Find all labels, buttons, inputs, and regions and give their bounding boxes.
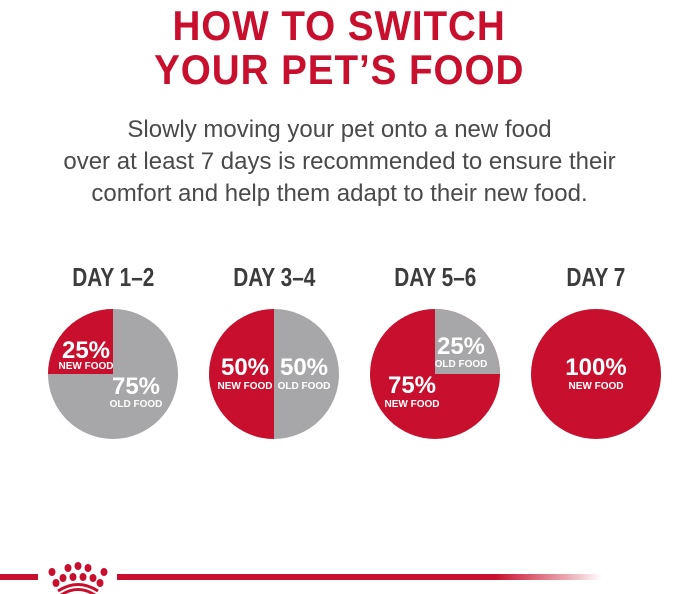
- new-label: NEW FOOD: [59, 361, 114, 372]
- old-label: OLD FOOD: [278, 381, 331, 392]
- day-label: DAY 7: [566, 262, 626, 292]
- intro-line: Slowly moving your pet onto a new food: [127, 116, 552, 143]
- day-label: DAY 1–2: [71, 262, 155, 292]
- old-label: OLD FOOD: [110, 399, 163, 410]
- pie-day-1-2: 25% NEW FOOD 75% OLD FOOD: [48, 309, 178, 439]
- new-pct: 25%: [62, 337, 110, 364]
- new-pct: 75%: [388, 372, 436, 399]
- old-label: OLD FOOD: [435, 359, 488, 370]
- new-pct: 50%: [221, 354, 269, 381]
- old-pct: 50%: [280, 354, 328, 381]
- pie-charts: 25% NEW FOOD 75% OLD FOOD 50% NEW FOOD 5…: [48, 309, 661, 439]
- pie-day-7: 100% NEW FOOD: [531, 309, 661, 439]
- new-label: NEW FOOD: [218, 381, 273, 392]
- pie-day-5-6: 25% OLD FOOD 75% NEW FOOD: [370, 309, 500, 439]
- old-pct: 25%: [437, 333, 485, 360]
- old-pct: 75%: [112, 373, 160, 400]
- new-label: NEW FOOD: [569, 381, 624, 392]
- day-label: DAY 3–4: [232, 262, 316, 292]
- intro-text: Slowly moving your pet onto a new food o…: [0, 114, 679, 210]
- footer-bar-left: [0, 574, 38, 580]
- new-food-slice: [48, 309, 113, 374]
- pie-day-3-4: 50% NEW FOOD 50% OLD FOOD: [209, 309, 339, 439]
- intro-line: comfort and help them adapt to their new…: [91, 180, 588, 207]
- title-line-1: HOW TO SWITCH: [172, 2, 507, 49]
- footer-bar-right: [117, 574, 602, 580]
- new-label: NEW FOOD: [385, 399, 440, 410]
- new-pct: 100%: [565, 354, 626, 381]
- title-line-2: YOUR PET’S FOOD: [154, 46, 525, 93]
- day-label: DAY 5–6: [393, 262, 477, 292]
- crown-icon: [48, 562, 108, 594]
- new-food-slice: [209, 309, 274, 439]
- intro-line: over at least 7 days is recommended to e…: [63, 148, 616, 175]
- transition-stages: DAY 1–2 DAY 3–4 DAY 5–6 DAY 7 25% NEW FO…: [0, 262, 679, 452]
- new-food-slice: [531, 309, 661, 439]
- old-food-slice: [435, 309, 500, 374]
